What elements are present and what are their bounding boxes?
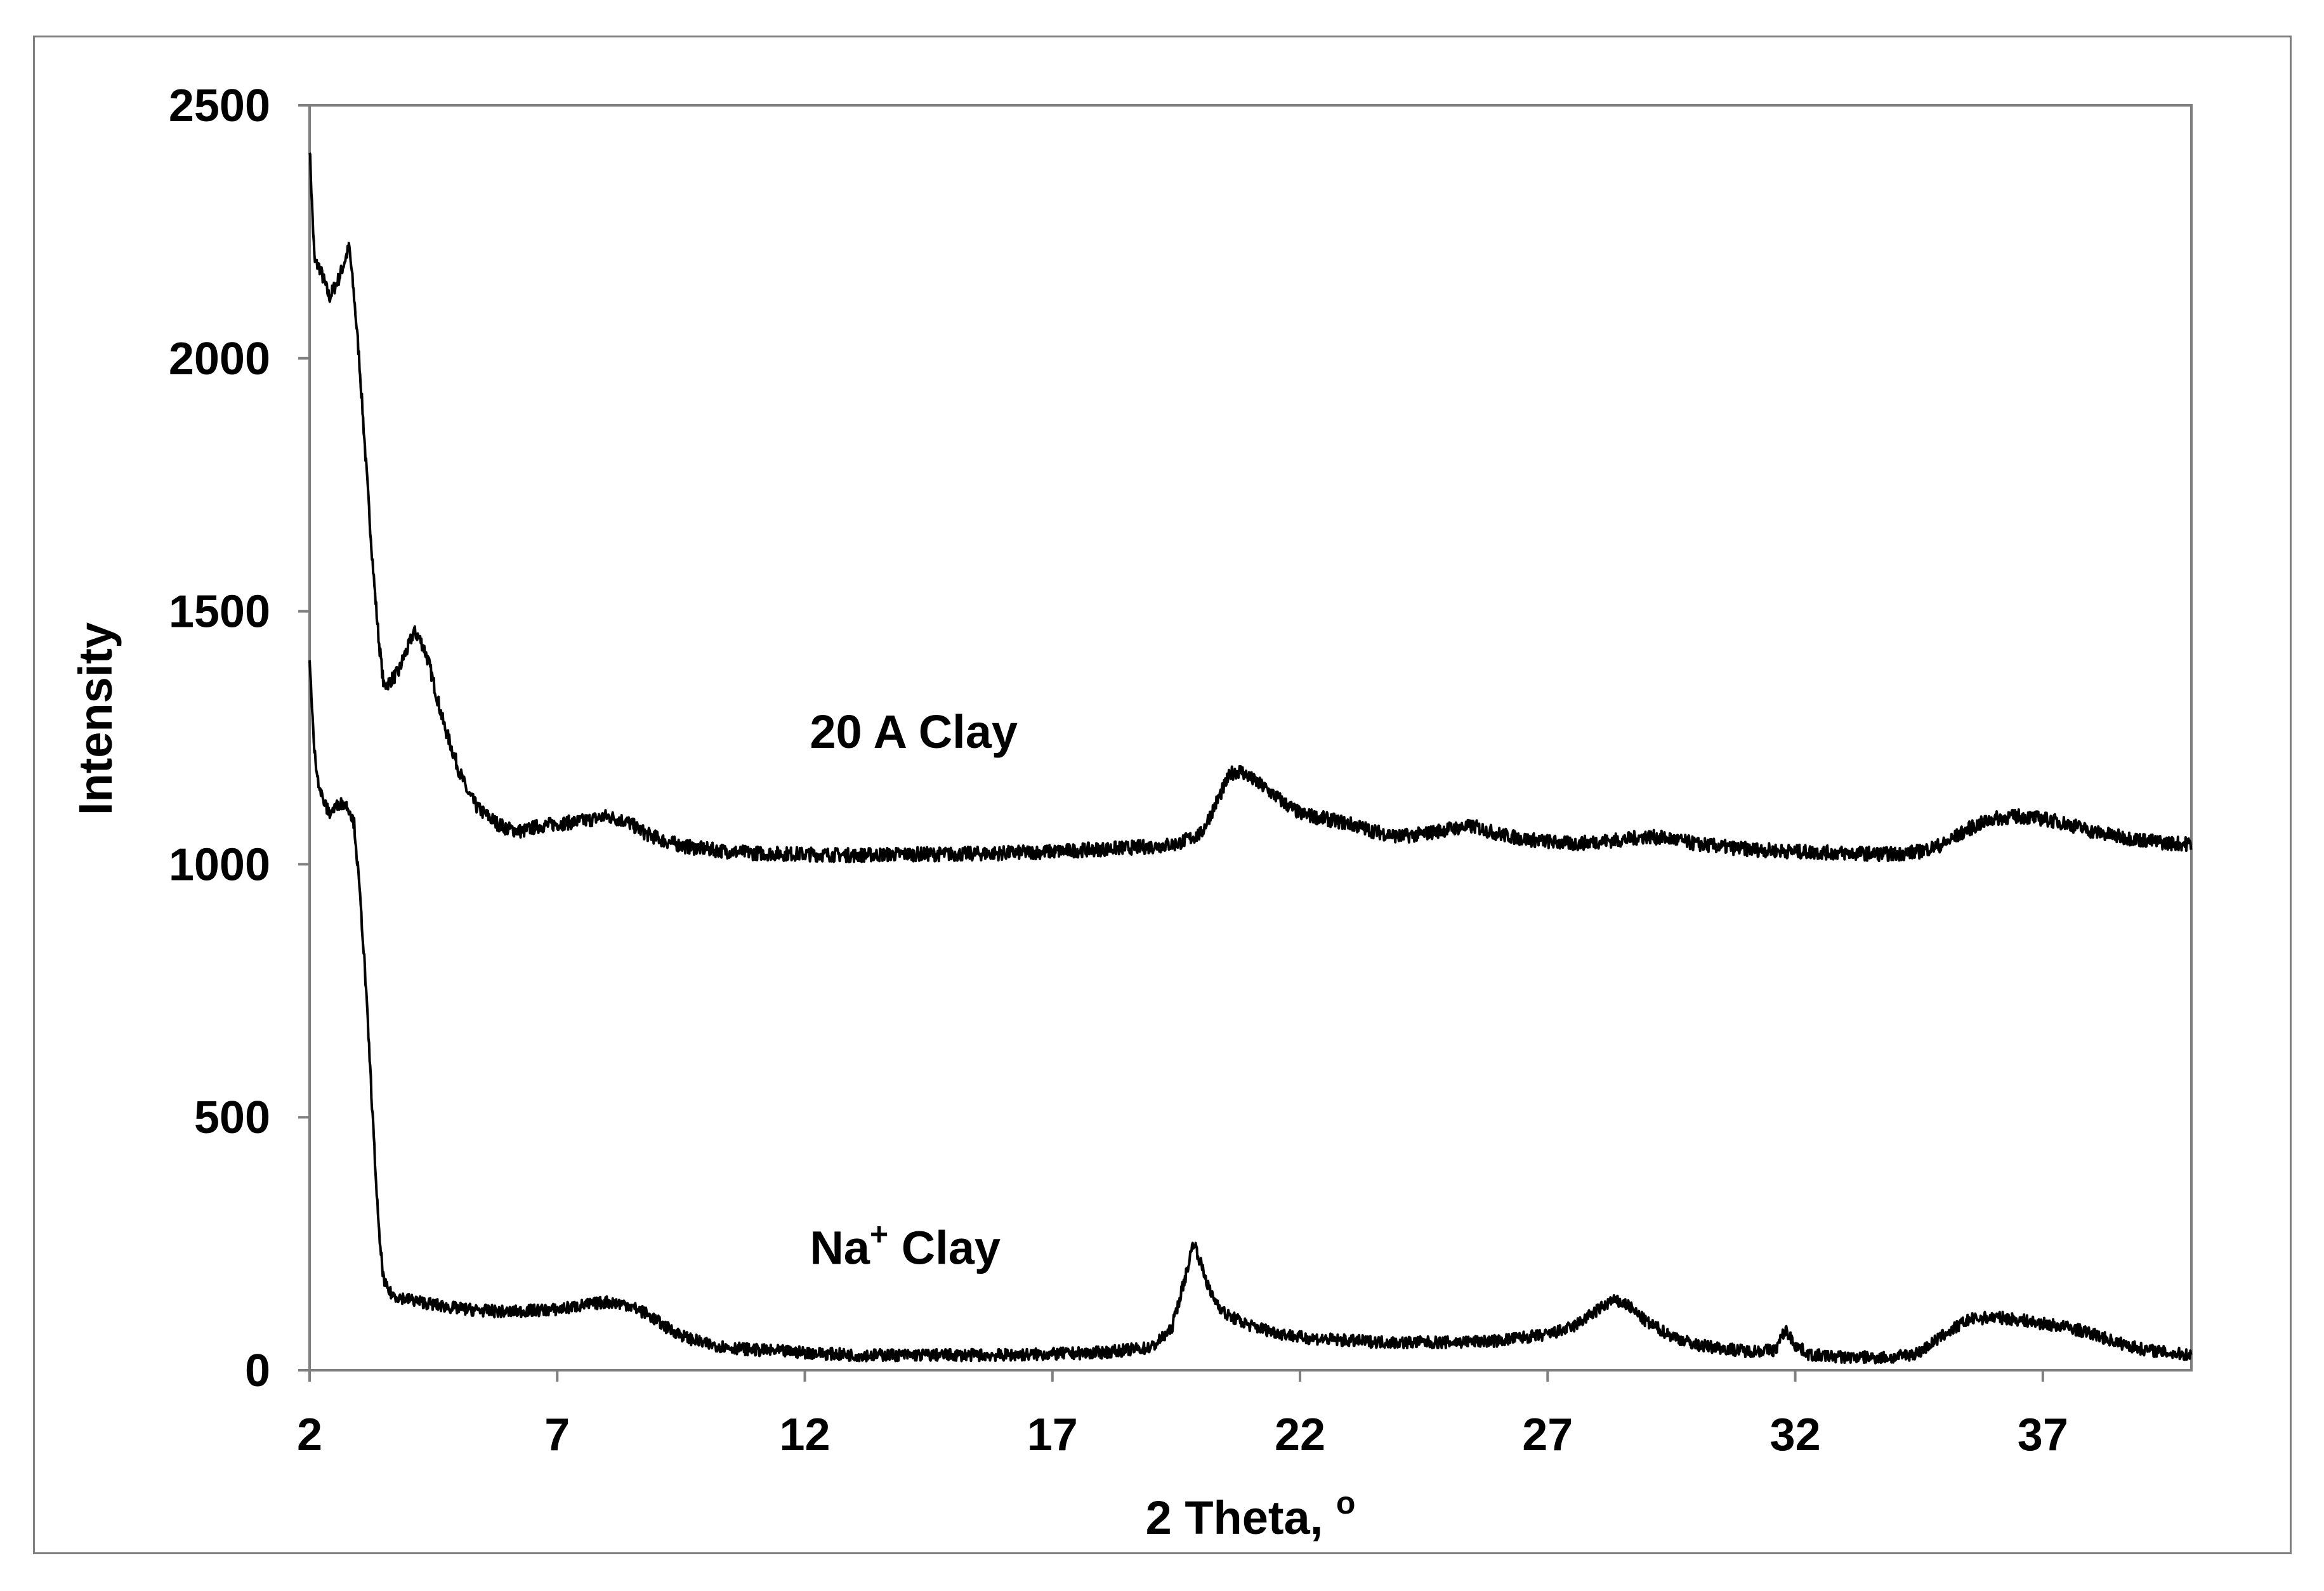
y-tick-label: 500: [194, 1092, 270, 1143]
y-tick-label: 0: [245, 1345, 270, 1396]
plot-area-border: [308, 104, 2193, 1372]
y-tick-label: 1000: [169, 839, 270, 890]
annotation-suffix: Clay: [888, 1222, 1001, 1274]
series-line-2: [308, 660, 2193, 1365]
series-annotation: Na+ Clay: [810, 1217, 1001, 1274]
annotation-superscript: +: [870, 1217, 888, 1252]
y-axis-title: Intensity: [69, 622, 122, 815]
x-tick-label: 17: [1027, 1410, 1078, 1460]
x-tick-label: 32: [1770, 1410, 1821, 1460]
x-axis-title-text: 2 Theta,: [1146, 1491, 1336, 1544]
annotation-text: Na: [810, 1222, 870, 1274]
x-tick-label: 22: [1275, 1410, 1325, 1460]
x-tick-label: 2: [297, 1410, 322, 1460]
series-annotation: 20 A Clay: [810, 705, 1018, 758]
y-tick-label: 2000: [169, 334, 270, 384]
y-tick-label: 1500: [169, 587, 270, 638]
series-group: [308, 152, 2193, 1365]
x-tick-label: 12: [779, 1410, 830, 1460]
x-tick-label: 7: [544, 1410, 570, 1460]
x-axis-title-superscript: o: [1336, 1485, 1356, 1521]
x-tick-label: 27: [1522, 1410, 1573, 1460]
x-axis-title: 2 Theta, o: [1146, 1485, 1356, 1544]
x-tick-label: 37: [2018, 1410, 2068, 1460]
y-tick-label: 2500: [169, 81, 270, 131]
chart-frame: [33, 36, 2292, 1554]
series-line-1: [308, 152, 2193, 863]
annotation-text: 20 A Clay: [810, 705, 1018, 758]
